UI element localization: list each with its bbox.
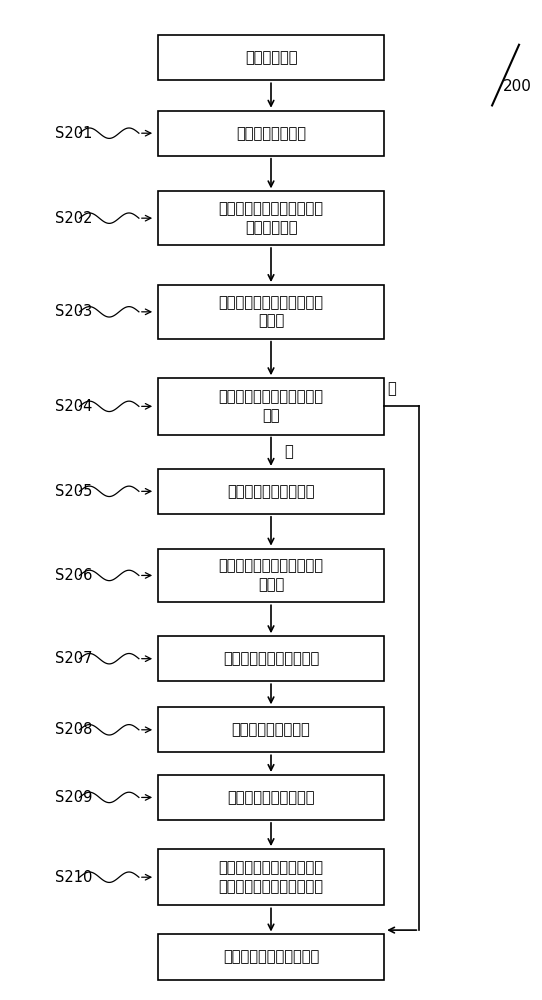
- FancyBboxPatch shape: [158, 549, 384, 602]
- FancyBboxPatch shape: [158, 707, 384, 752]
- FancyBboxPatch shape: [158, 775, 384, 820]
- Text: S201: S201: [55, 126, 93, 141]
- Text: S210: S210: [55, 870, 93, 885]
- Text: S202: S202: [55, 211, 93, 226]
- FancyBboxPatch shape: [158, 849, 384, 905]
- Text: 按顺序播报各个桶的剩余运
行时间: 按顺序播报各个桶的剩余运 行时间: [218, 295, 324, 329]
- Text: S204: S204: [55, 399, 93, 414]
- Text: 减少中间脱水的时间: 减少中间脱水的时间: [231, 722, 311, 737]
- Text: 用户询问剩余时间: 用户询问剩余时间: [236, 126, 306, 141]
- Text: S205: S205: [55, 484, 93, 499]
- Text: 是: 是: [285, 444, 293, 459]
- FancyBboxPatch shape: [158, 934, 384, 980]
- Text: 200: 200: [503, 79, 532, 94]
- Text: 继续运行，直至程序结束: 继续运行，直至程序结束: [223, 949, 319, 964]
- FancyBboxPatch shape: [158, 285, 384, 339]
- Text: 减少补水水位对应的档位: 减少补水水位对应的档位: [223, 651, 319, 666]
- Text: 重新计算实际运行时间: 重新计算实际运行时间: [227, 790, 315, 805]
- Text: 识别到缩短时长的指令: 识别到缩短时长的指令: [227, 484, 315, 499]
- Text: S209: S209: [55, 790, 93, 805]
- Text: S207: S207: [55, 651, 93, 666]
- Text: 按照各个桶的剩余时间由短
到长时间排序: 按照各个桶的剩余时间由短 到长时间排序: [218, 201, 324, 235]
- FancyBboxPatch shape: [158, 636, 384, 681]
- Text: 播报用户询问是否缩短运行
时长: 播报用户询问是否缩短运行 时长: [218, 390, 324, 423]
- Text: S206: S206: [55, 568, 93, 583]
- FancyBboxPatch shape: [158, 469, 384, 514]
- FancyBboxPatch shape: [158, 378, 384, 435]
- Text: 多桶运行阶段: 多桶运行阶段: [245, 50, 297, 65]
- Text: 否: 否: [387, 381, 396, 396]
- FancyBboxPatch shape: [158, 111, 384, 156]
- Text: S208: S208: [55, 722, 93, 737]
- Text: 播报各桶剩余时间，询问用
户是否按照调整后时间操作: 播报各桶剩余时间，询问用 户是否按照调整后时间操作: [218, 860, 324, 894]
- Text: 洗涤桶转筒正反转间停止时
间减少: 洗涤桶转筒正反转间停止时 间减少: [218, 559, 324, 592]
- FancyBboxPatch shape: [158, 35, 384, 80]
- FancyBboxPatch shape: [158, 191, 384, 245]
- Text: S203: S203: [55, 304, 93, 319]
